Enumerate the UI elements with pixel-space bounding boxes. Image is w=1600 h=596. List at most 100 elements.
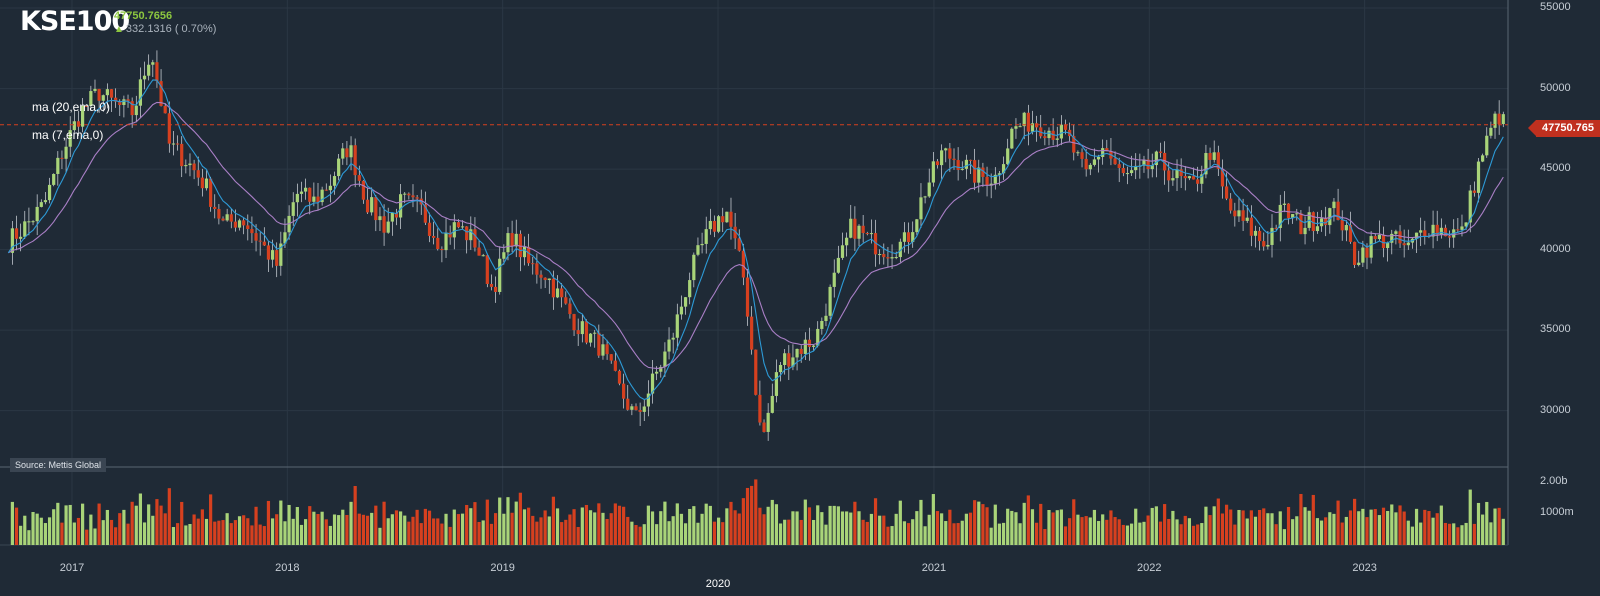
volume-bar	[510, 512, 514, 545]
candle-body	[64, 146, 68, 159]
candle-body	[1406, 242, 1410, 246]
volume-bar	[93, 528, 97, 545]
candle-body	[436, 237, 440, 250]
volume-bar	[130, 501, 134, 545]
volume-bar	[1030, 509, 1035, 545]
last-price: 47750.7656	[114, 10, 173, 22]
candle-body	[861, 225, 865, 234]
y-tick-label: 45000	[1540, 162, 1571, 175]
volume-bar	[704, 503, 708, 545]
volume-bar	[1394, 512, 1398, 545]
ema7-line	[7, 79, 1504, 401]
candle-body	[1010, 128, 1014, 149]
candle-body	[1101, 148, 1105, 157]
candle-body	[564, 297, 568, 304]
candle-body	[849, 218, 853, 238]
volume-bar	[126, 523, 130, 545]
candle-body	[762, 422, 766, 432]
volume-bar	[493, 513, 498, 545]
candle-body	[378, 216, 382, 221]
volume-bar	[105, 509, 109, 545]
candle-body	[31, 221, 35, 223]
candle-body	[683, 297, 688, 307]
volume-bar	[869, 513, 874, 545]
candle-body	[737, 238, 741, 251]
candle-body	[622, 383, 626, 399]
volume-bar	[1481, 514, 1485, 545]
candle-body	[745, 277, 750, 317]
candle-body	[1394, 231, 1398, 234]
volume-bar	[729, 501, 733, 545]
candle-body	[1134, 165, 1138, 171]
candle-body	[155, 62, 159, 82]
volume-bar	[973, 500, 977, 545]
volume-bar	[1241, 510, 1245, 545]
ma-20-label[interactable]: ma (20,ema,0)	[32, 100, 111, 114]
candle-body	[973, 160, 977, 183]
candle-body	[811, 345, 816, 347]
volume-bar	[700, 513, 704, 545]
volume-bar	[1179, 524, 1183, 545]
volume-bar	[1282, 529, 1286, 545]
volume-bar	[613, 503, 617, 545]
candle-body	[985, 176, 989, 186]
volume-bar	[444, 513, 448, 545]
candle-body	[1348, 225, 1353, 242]
candle-body	[386, 221, 390, 233]
volume-bar	[741, 498, 745, 545]
candle-body	[456, 222, 461, 228]
volume-bar	[692, 506, 696, 545]
volume-bar	[576, 527, 580, 545]
candle-body	[609, 354, 613, 361]
volume-bar	[1043, 529, 1047, 545]
volume-bar	[721, 522, 725, 545]
volume-bar	[1191, 525, 1196, 545]
candle-body	[948, 148, 952, 159]
candle-body	[741, 250, 745, 278]
candle-body	[345, 148, 349, 158]
volume-bar	[539, 517, 543, 545]
candle-body	[390, 212, 394, 222]
candle-body	[200, 177, 204, 189]
volume-bar	[1245, 518, 1249, 545]
ma-7-label[interactable]: ma (7,ema,0)	[32, 128, 104, 142]
volume-bar	[1035, 522, 1039, 545]
volume-bar	[1055, 510, 1059, 545]
candle-body	[977, 167, 981, 183]
candle-body	[171, 143, 176, 145]
candle-body	[787, 353, 791, 367]
candle-body	[527, 246, 531, 264]
candle-body	[502, 252, 506, 259]
candle-body	[659, 367, 663, 372]
candle-body	[1088, 164, 1092, 170]
candle-body	[1208, 153, 1212, 160]
candle-body	[1084, 158, 1088, 170]
candle-body	[535, 263, 539, 275]
volume-bar	[114, 527, 118, 545]
volume-bar	[229, 523, 233, 545]
volume-bar	[1063, 526, 1068, 545]
candle-body	[1233, 210, 1237, 217]
candle-body	[460, 226, 465, 228]
candle-body	[35, 206, 39, 222]
candle-body	[262, 241, 266, 246]
volume-bar	[787, 519, 791, 545]
candle-body	[1299, 213, 1303, 235]
volume-bar	[370, 512, 374, 545]
candle-body	[778, 364, 783, 373]
candle-body	[906, 232, 911, 243]
volume-bar	[1270, 513, 1274, 545]
volume-bar	[1377, 515, 1381, 545]
candle-body	[1059, 124, 1063, 139]
volume-bar	[184, 525, 188, 545]
x-tick-label: 2021	[921, 562, 947, 574]
volume-bar	[655, 524, 659, 545]
volume-bar	[1196, 524, 1200, 545]
volume-bar	[465, 504, 469, 545]
volume-bar	[671, 516, 675, 545]
volume-bar	[906, 523, 911, 545]
volume-bar	[35, 513, 39, 545]
candle-body	[1439, 227, 1443, 235]
volume-bar	[766, 506, 770, 545]
volume-bar	[299, 524, 304, 545]
